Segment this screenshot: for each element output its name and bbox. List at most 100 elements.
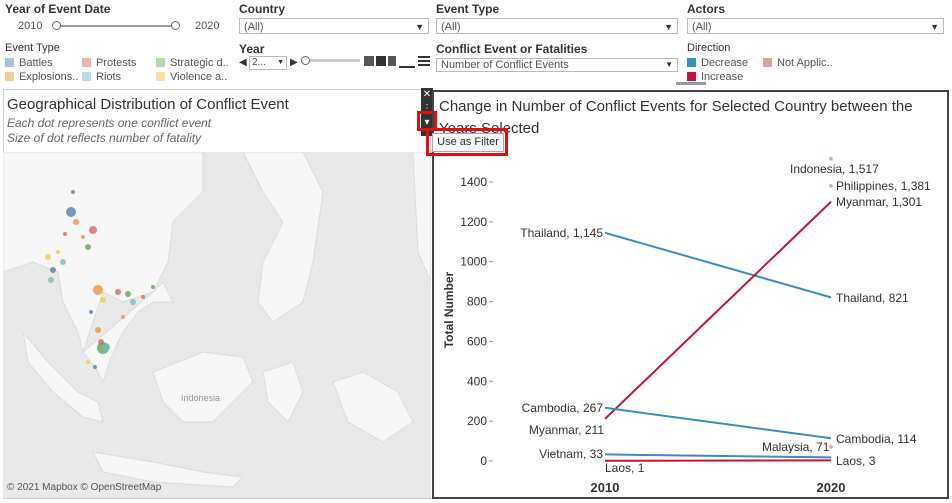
map-event-dot[interactable] xyxy=(121,315,125,319)
speed-slow-icon[interactable] xyxy=(399,58,415,68)
legend-swatch xyxy=(687,58,696,67)
country-dropdown[interactable]: (All) ▼ xyxy=(239,18,429,34)
data-label: Philippines, 1,381 xyxy=(836,179,931,193)
map-event-dot[interactable] xyxy=(151,285,155,289)
map-event-dot[interactable] xyxy=(115,289,121,295)
map-event-dot[interactable] xyxy=(130,299,136,305)
direction-legend-item[interactable]: Increase xyxy=(687,71,743,84)
resize-handle[interactable] xyxy=(676,82,706,85)
speed-fast-icon[interactable] xyxy=(418,56,430,66)
legend-label: Riots xyxy=(96,71,122,83)
direction-legend-item[interactable]: Not Applic.. xyxy=(763,57,833,70)
map-subtitle-dots: Each dot represents one conflict event xyxy=(7,116,212,130)
more-options-icon[interactable]: ⋮ xyxy=(422,103,432,114)
map-event-dot[interactable] xyxy=(60,259,66,265)
data-label: Myanmar, 211 xyxy=(529,423,604,437)
use-as-filter-button[interactable]: Use as Filter xyxy=(432,133,504,152)
legend-swatch xyxy=(82,72,91,81)
legend-swatch xyxy=(156,72,165,81)
map-subtitle-size: Size of dot reflects number of fatality xyxy=(7,131,202,145)
data-label: Laos, 3 xyxy=(836,454,876,468)
event-type-legend-item[interactable]: Riots xyxy=(82,71,121,84)
legend-swatch xyxy=(687,72,696,81)
event-type-legend-item[interactable]: Violence a.. xyxy=(156,71,227,84)
map-event-dot[interactable] xyxy=(102,343,110,351)
series-point-philippines[interactable] xyxy=(829,183,833,188)
conflict-measure-value: Number of Conflict Events xyxy=(441,59,569,71)
legend-swatch xyxy=(82,58,91,67)
series-line-myanmar[interactable] xyxy=(604,201,832,420)
data-label: Indonesia, 1,517 xyxy=(790,162,879,176)
map-label-indonesia: Indonesia xyxy=(181,393,221,403)
map-event-dot[interactable] xyxy=(85,244,91,250)
event-type-legend-item[interactable]: Explosions.. xyxy=(5,71,78,84)
legend-label: Violence a.. xyxy=(170,71,228,83)
year-slider-handle[interactable] xyxy=(301,56,310,65)
map-event-dot[interactable] xyxy=(95,327,101,333)
map-event-dot[interactable] xyxy=(71,190,75,194)
legend-label: Protests xyxy=(96,57,137,69)
map-event-dot[interactable] xyxy=(56,250,60,254)
x-tick-label: 2020 xyxy=(817,480,846,495)
y-tick-label: 600 xyxy=(467,334,487,348)
map-event-dot[interactable] xyxy=(86,360,90,364)
event-type-legend-item[interactable]: Strategic d.. xyxy=(156,57,229,70)
legend-label: Not Applic.. xyxy=(777,57,833,69)
actors-dropdown[interactable]: (All) ▼ xyxy=(687,18,944,34)
map-event-dot[interactable] xyxy=(89,226,97,234)
conflict-measure-dropdown[interactable]: Number of Conflict Events ▼ xyxy=(436,58,678,72)
chart-panel xyxy=(432,90,949,499)
map-event-dot[interactable] xyxy=(73,219,79,225)
event-type-legend-item[interactable]: Battles xyxy=(5,57,53,70)
event-type-filter-label: Event Type xyxy=(436,2,500,16)
event-type-dropdown[interactable]: (All) ▼ xyxy=(436,18,678,34)
map-event-dot[interactable] xyxy=(141,295,145,299)
y-tick-label: 200 xyxy=(467,414,487,428)
data-label: Myanmar, 1,301 xyxy=(836,195,922,209)
play-forward-icon[interactable] xyxy=(388,56,396,66)
series-point-indonesia[interactable] xyxy=(829,156,833,161)
direction-legend-item[interactable]: Decrease xyxy=(687,57,748,70)
actors-dropdown-value: (All) xyxy=(692,21,712,33)
actors-filter-label: Actors xyxy=(687,2,726,16)
close-icon[interactable]: ✕ xyxy=(422,89,432,100)
year-next-icon[interactable]: ▶ xyxy=(290,57,298,68)
filter-icon[interactable]: ▾ xyxy=(424,117,430,128)
map-event-dot[interactable] xyxy=(93,285,103,295)
year-range-handle-min[interactable] xyxy=(52,21,61,30)
map-event-dot[interactable] xyxy=(93,365,97,369)
event-type-legend-title: Event Type xyxy=(5,42,60,54)
stop-icon[interactable] xyxy=(376,56,386,66)
series-line-vietnam[interactable] xyxy=(604,453,832,459)
data-label: Laos, 1 xyxy=(605,461,645,475)
series-line-thailand[interactable] xyxy=(604,231,832,299)
year-dropdown[interactable]: 2... ▼ xyxy=(249,56,287,70)
event-type-legend-item[interactable]: Protests xyxy=(82,57,136,70)
year-range-min: 2010 xyxy=(18,20,43,32)
map-event-dot[interactable] xyxy=(81,235,85,239)
map-event-dot[interactable] xyxy=(45,254,51,260)
conflict-map[interactable]: Indonesia © 2021 Mapbox © OpenStreetMap xyxy=(3,152,431,498)
legend-swatch xyxy=(5,72,14,81)
conflict-measure-label: Conflict Event or Fatalities xyxy=(436,42,588,56)
legend-label: Decrease xyxy=(701,57,749,69)
map-event-dot[interactable] xyxy=(48,277,54,283)
year-filter-label: Year xyxy=(239,42,265,56)
year-range-slider[interactable] xyxy=(55,25,175,27)
map-event-dot[interactable] xyxy=(100,297,106,303)
year-range-handle-max[interactable] xyxy=(171,21,180,30)
map-event-dot[interactable] xyxy=(89,310,93,314)
map-event-dot[interactable] xyxy=(63,232,67,236)
series-point-malaysia[interactable] xyxy=(829,445,833,449)
data-label: Malaysia, 71 xyxy=(762,440,830,454)
y-tick-label: 1000 xyxy=(460,255,487,269)
year-slider[interactable] xyxy=(302,59,360,62)
map-event-dot[interactable] xyxy=(66,207,76,217)
year-prev-icon[interactable]: ◀ xyxy=(239,57,247,68)
map-event-dot[interactable] xyxy=(50,267,56,273)
series-line-cambodia[interactable] xyxy=(604,406,832,440)
play-back-icon[interactable] xyxy=(364,56,374,66)
year-range-max: 2020 xyxy=(195,20,220,32)
year-dropdown-value: 2... xyxy=(252,57,266,68)
map-event-dot[interactable] xyxy=(125,291,131,297)
